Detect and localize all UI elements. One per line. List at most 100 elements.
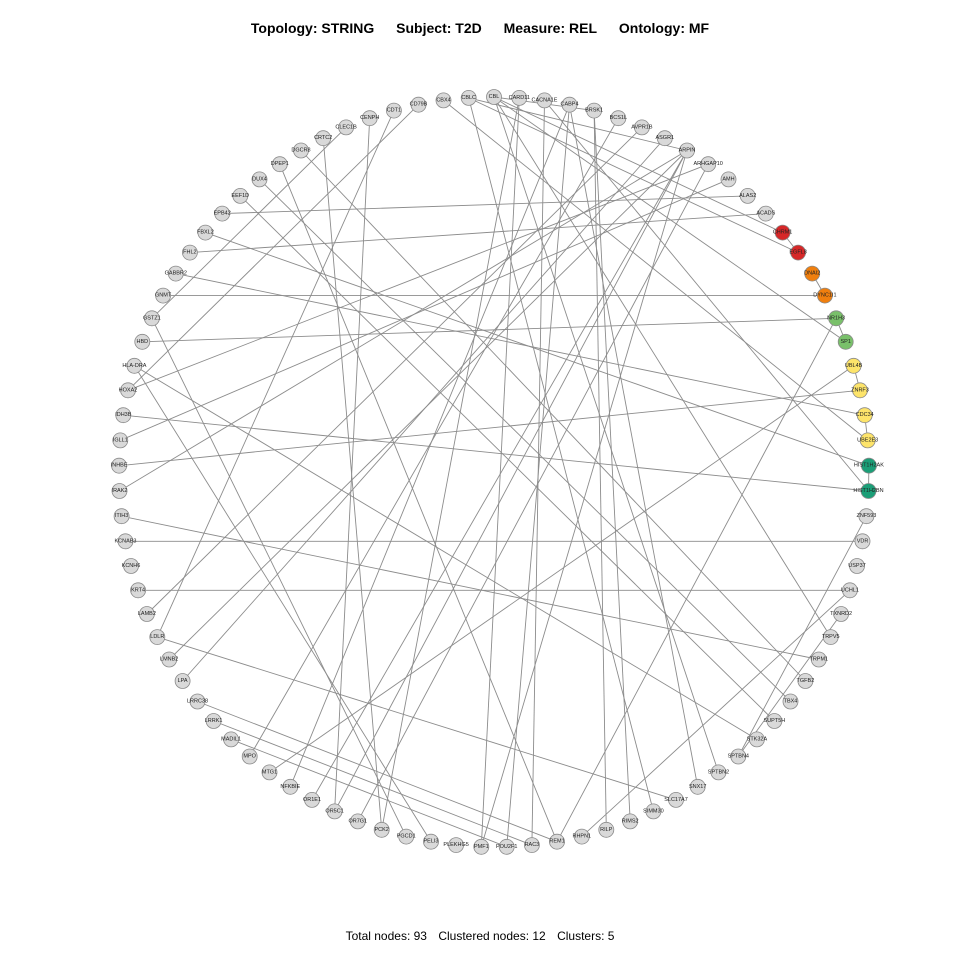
node-circle — [645, 803, 662, 820]
total-nodes-label: Total nodes: 93 — [345, 929, 427, 943]
edge-REM1-NR1H3 — [556, 318, 837, 842]
node-EGFL8: EGFL8 — [789, 244, 807, 261]
node-MTG1: MTG1 — [261, 764, 278, 781]
node-circle — [634, 119, 650, 136]
node-circle — [849, 558, 865, 574]
topology-title: Topology: STRING — [250, 20, 375, 36]
node-CBL: CBL — [486, 89, 502, 105]
node-circle — [304, 792, 320, 808]
node-label: ZNRF3 — [851, 387, 869, 393]
edge-IRAK2-ARPIN — [119, 150, 688, 492]
node-EEF1D: EEF1D — [231, 187, 249, 204]
edge-layer — [119, 96, 870, 848]
node-circle — [804, 265, 821, 282]
node-label: ZNF593 — [856, 513, 876, 519]
node-circle — [622, 813, 639, 830]
node-circle — [271, 156, 288, 173]
node-circle — [138, 606, 155, 622]
node-label: CABP4 — [560, 102, 578, 108]
node-circle — [852, 382, 868, 399]
node-SP1: SP1 — [837, 333, 854, 350]
edge-HLA-DRA-STK32A — [134, 365, 758, 740]
node-LPA: LPA — [174, 673, 191, 689]
node-PCK2: PCK2 — [373, 821, 390, 838]
node-circle — [385, 102, 402, 119]
node-label: PCK2 — [375, 827, 389, 833]
node-circle — [232, 187, 249, 204]
node-label: HLA-DRA — [122, 363, 146, 369]
node-KCNAB3: KCNAB3 — [114, 533, 137, 550]
node-label: MTG1 — [262, 769, 277, 775]
node-ARPIN: ARPIN — [679, 142, 695, 159]
node-label: VDR — [857, 538, 869, 544]
node-label: UCHL1 — [841, 587, 859, 593]
node-PGCD1: PGCD1 — [397, 828, 416, 845]
node-STK32A: STK32A — [747, 731, 767, 748]
node-INHBE: INHBE — [111, 457, 128, 474]
node-circle — [856, 407, 873, 424]
node-SPTBN4: SPTBN4 — [728, 748, 749, 765]
edge-RAC3-CACNA1E — [531, 100, 545, 846]
node-label: TXNRD2 — [830, 611, 852, 617]
summary-footer: Total nodes: 93 Clustered nodes: 12 Clus… — [0, 929, 960, 943]
node-GNMT: GNMT — [155, 287, 172, 304]
node-label: KCNH6 — [122, 563, 141, 569]
edge-LRRK1-RAC3 — [213, 720, 533, 846]
edge-DPEP1-REM1 — [279, 164, 558, 842]
node-circle — [710, 764, 727, 781]
node-label: GNMT — [155, 293, 172, 299]
node-DGCR8: DGCR8 — [291, 142, 311, 159]
node-label: FHL2 — [183, 250, 196, 256]
node-label: IDH3B — [115, 412, 132, 418]
node-label: HOXA2 — [119, 387, 138, 393]
node-label: TRPV5 — [822, 634, 840, 640]
node-label: ACADS — [756, 211, 775, 217]
node-label: OR1E1 — [303, 797, 321, 803]
node-label: EPB42 — [214, 211, 231, 217]
node-label: ARHGAP10 — [694, 161, 723, 167]
edge-CABP4-SNX17 — [569, 104, 699, 787]
node-label: GABBR2 — [165, 271, 187, 277]
node-circle — [854, 533, 871, 550]
node-IGLL1: IGLL1 — [112, 432, 129, 449]
node-LAMB2: LAMB2 — [138, 606, 156, 622]
node-OR1E1: OR1E1 — [303, 792, 321, 808]
edge-CBX4-UBE2E3 — [443, 100, 868, 441]
node-circle — [845, 357, 862, 374]
node-IDH3B: IDH3B — [115, 407, 132, 424]
node-label: CLEC1B — [335, 124, 357, 130]
node-CLEC1B: CLEC1B — [335, 119, 357, 136]
node-circle — [720, 171, 737, 188]
node-label: GSTZ1 — [143, 315, 161, 321]
node-RHPN1: RHPN1 — [572, 828, 591, 845]
node-label: PLEKHG5 — [443, 842, 468, 848]
node-label: NFKBIE — [280, 784, 300, 790]
node-circle — [573, 828, 590, 845]
node-circle — [810, 651, 827, 668]
node-label: LDLR — [150, 634, 164, 640]
node-SNX17: SNX17 — [689, 778, 706, 795]
node-circle — [524, 837, 540, 853]
node-FHL2: FHL2 — [181, 244, 198, 261]
node-CACNA1E: CACNA1E — [532, 92, 558, 109]
node-circle — [549, 833, 565, 850]
node-label: CACNA1E — [532, 97, 558, 103]
node-circle — [423, 833, 439, 850]
node-label: IGLL1 — [113, 437, 128, 443]
node-label: CRTC2 — [314, 135, 332, 141]
chart-title-bar: Topology: STRING Subject: T2D Measure: R… — [0, 20, 960, 36]
node-label: SPTBN4 — [728, 754, 749, 760]
node-circle — [293, 142, 309, 159]
node-KCNH6: KCNH6 — [122, 558, 141, 574]
edge-ITIH3-TRPM1 — [121, 515, 819, 660]
edge-RIMS2-BRSK1 — [593, 110, 631, 822]
node-LMNB2: LMNB2 — [160, 651, 178, 668]
node-label: LMNB2 — [160, 657, 178, 663]
node-circle — [460, 90, 477, 106]
node-label: PMF1 — [474, 844, 489, 850]
node-OR5C1: OR5C1 — [325, 803, 344, 820]
node-label: ITIH3 — [115, 513, 128, 519]
edge-CLEC1B-GSTZ1 — [151, 127, 347, 319]
node-circle — [790, 244, 806, 261]
